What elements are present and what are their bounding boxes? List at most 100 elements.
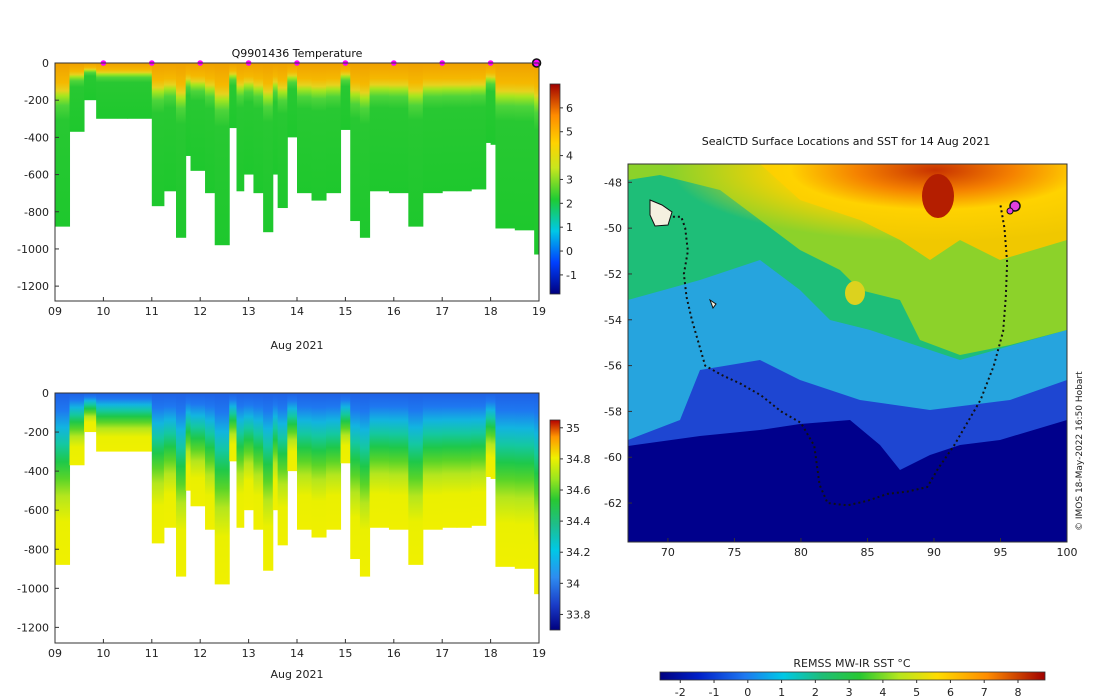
profile-column <box>287 63 298 138</box>
y-tick-label: -400 <box>24 131 49 144</box>
colorbar-tick-label: 1 <box>566 221 573 234</box>
sst-colorbar-tick-label: 3 <box>846 686 853 699</box>
map-credit: © IMOS 18-May-2022 16:50 Hobart <box>1075 371 1085 531</box>
map-x-tick-label: 100 <box>1057 546 1078 559</box>
profile-column <box>388 63 409 194</box>
profile-column <box>369 63 390 192</box>
map-x-tick-label: 95 <box>993 546 1007 559</box>
colorbar-tick-label: 34 <box>566 577 580 590</box>
profile-column <box>69 393 85 466</box>
sst-colorbar-tick-label: 2 <box>812 686 819 699</box>
x-tick-label: 14 <box>290 305 304 318</box>
x-tick-label: 12 <box>193 647 207 660</box>
profile-column <box>350 63 361 222</box>
colorbar-tick-label: 35 <box>566 422 580 435</box>
profile-column <box>340 393 351 464</box>
heard-island <box>708 298 717 310</box>
profile-column <box>359 393 371 577</box>
colorbar-tick-label: -1 <box>566 269 577 282</box>
colorbar-tick-label: 4 <box>566 150 573 163</box>
profile-column <box>163 393 177 528</box>
y-tick-label: -800 <box>24 206 49 219</box>
profile-column <box>69 63 85 132</box>
profile-column <box>456 393 472 528</box>
x-tick-label: 09 <box>48 305 62 318</box>
profile-column <box>495 63 516 229</box>
profile-column <box>55 63 71 227</box>
sst-colorbar-tick-label: -1 <box>709 686 720 699</box>
profile-column <box>297 393 313 530</box>
sst-colorbar-tick-label: 7 <box>981 686 988 699</box>
sst-colorbar-tick-label: 5 <box>913 686 920 699</box>
profile-column <box>127 393 153 452</box>
profile-column <box>176 63 187 238</box>
profile-column <box>84 393 97 433</box>
x-tick-label: 11 <box>145 647 159 660</box>
profile-column <box>388 393 409 530</box>
map-x-tick-label: 70 <box>661 546 675 559</box>
profile-column <box>485 393 492 477</box>
x-tick-label: 16 <box>387 305 401 318</box>
profile-column <box>190 393 206 507</box>
profile-column <box>534 393 539 595</box>
y-tick-label: -1000 <box>17 582 49 595</box>
profile-column <box>534 63 539 255</box>
sst-colorbar-tick-label: 8 <box>1014 686 1021 699</box>
profile-column <box>236 393 245 528</box>
profile-column <box>408 393 424 565</box>
profile-column <box>456 63 472 192</box>
x-tick-label: 19 <box>532 647 546 660</box>
sst-colorbar-tick-label: 6 <box>947 686 954 699</box>
profile-column <box>263 393 274 571</box>
map-x-tick-label: 90 <box>927 546 941 559</box>
profile-column <box>485 63 492 143</box>
x-tick-label: 13 <box>242 305 256 318</box>
x-tick-label: 12 <box>193 305 207 318</box>
profile-column <box>495 393 516 567</box>
profile-column <box>214 63 230 246</box>
x-tick-label: 13 <box>242 647 256 660</box>
profile-column <box>422 63 443 194</box>
profile-column <box>514 63 535 231</box>
x-tick-label: 09 <box>48 647 62 660</box>
profile-column <box>311 63 327 201</box>
sst-map-panel: SealCTD Surface Locations and SST for 14… <box>604 135 1085 699</box>
y-tick-label: -1000 <box>17 243 49 256</box>
profile-column <box>151 393 165 544</box>
profile-column <box>272 393 279 511</box>
y-tick-label: -1200 <box>17 280 49 293</box>
map-x-tick-label: 80 <box>794 546 808 559</box>
y-tick-label: -800 <box>24 543 49 556</box>
colorbar-tick-label: 0 <box>566 245 573 258</box>
profile-column <box>96 63 129 119</box>
profile-column <box>350 393 361 560</box>
profile-column <box>359 63 371 238</box>
sst-colorbar-tick-label: -2 <box>675 686 686 699</box>
x-tick-label: 17 <box>435 305 449 318</box>
profile-column <box>490 63 496 145</box>
profile-column <box>55 393 71 565</box>
map-y-tick-label: -56 <box>604 360 622 373</box>
profile-column <box>514 393 535 569</box>
colorbar-tick-label: 3 <box>566 173 573 186</box>
seal-location-marker <box>1006 207 1014 215</box>
map-y-tick-label: -58 <box>604 405 622 418</box>
map-y-tick-label: -62 <box>604 497 622 510</box>
map-y-tick-label: -48 <box>604 176 622 189</box>
profile-column <box>471 63 487 190</box>
sst-warm-patch <box>845 281 865 305</box>
y-tick-label: -200 <box>24 426 49 439</box>
profile-column <box>471 393 487 526</box>
profile-column <box>277 393 288 546</box>
profile-column <box>326 63 342 194</box>
x-tick-label: 16 <box>387 647 401 660</box>
y-tick-label: -600 <box>24 169 49 182</box>
x-tick-label: 14 <box>290 647 304 660</box>
map-y-tick-label: -52 <box>604 268 622 281</box>
sst-colorbar-tick-label: 4 <box>879 686 886 699</box>
y-tick-label: 0 <box>42 57 49 70</box>
profile-column <box>340 63 351 130</box>
y-tick-label: -1200 <box>17 621 49 634</box>
temperature-colorbar <box>549 83 561 295</box>
